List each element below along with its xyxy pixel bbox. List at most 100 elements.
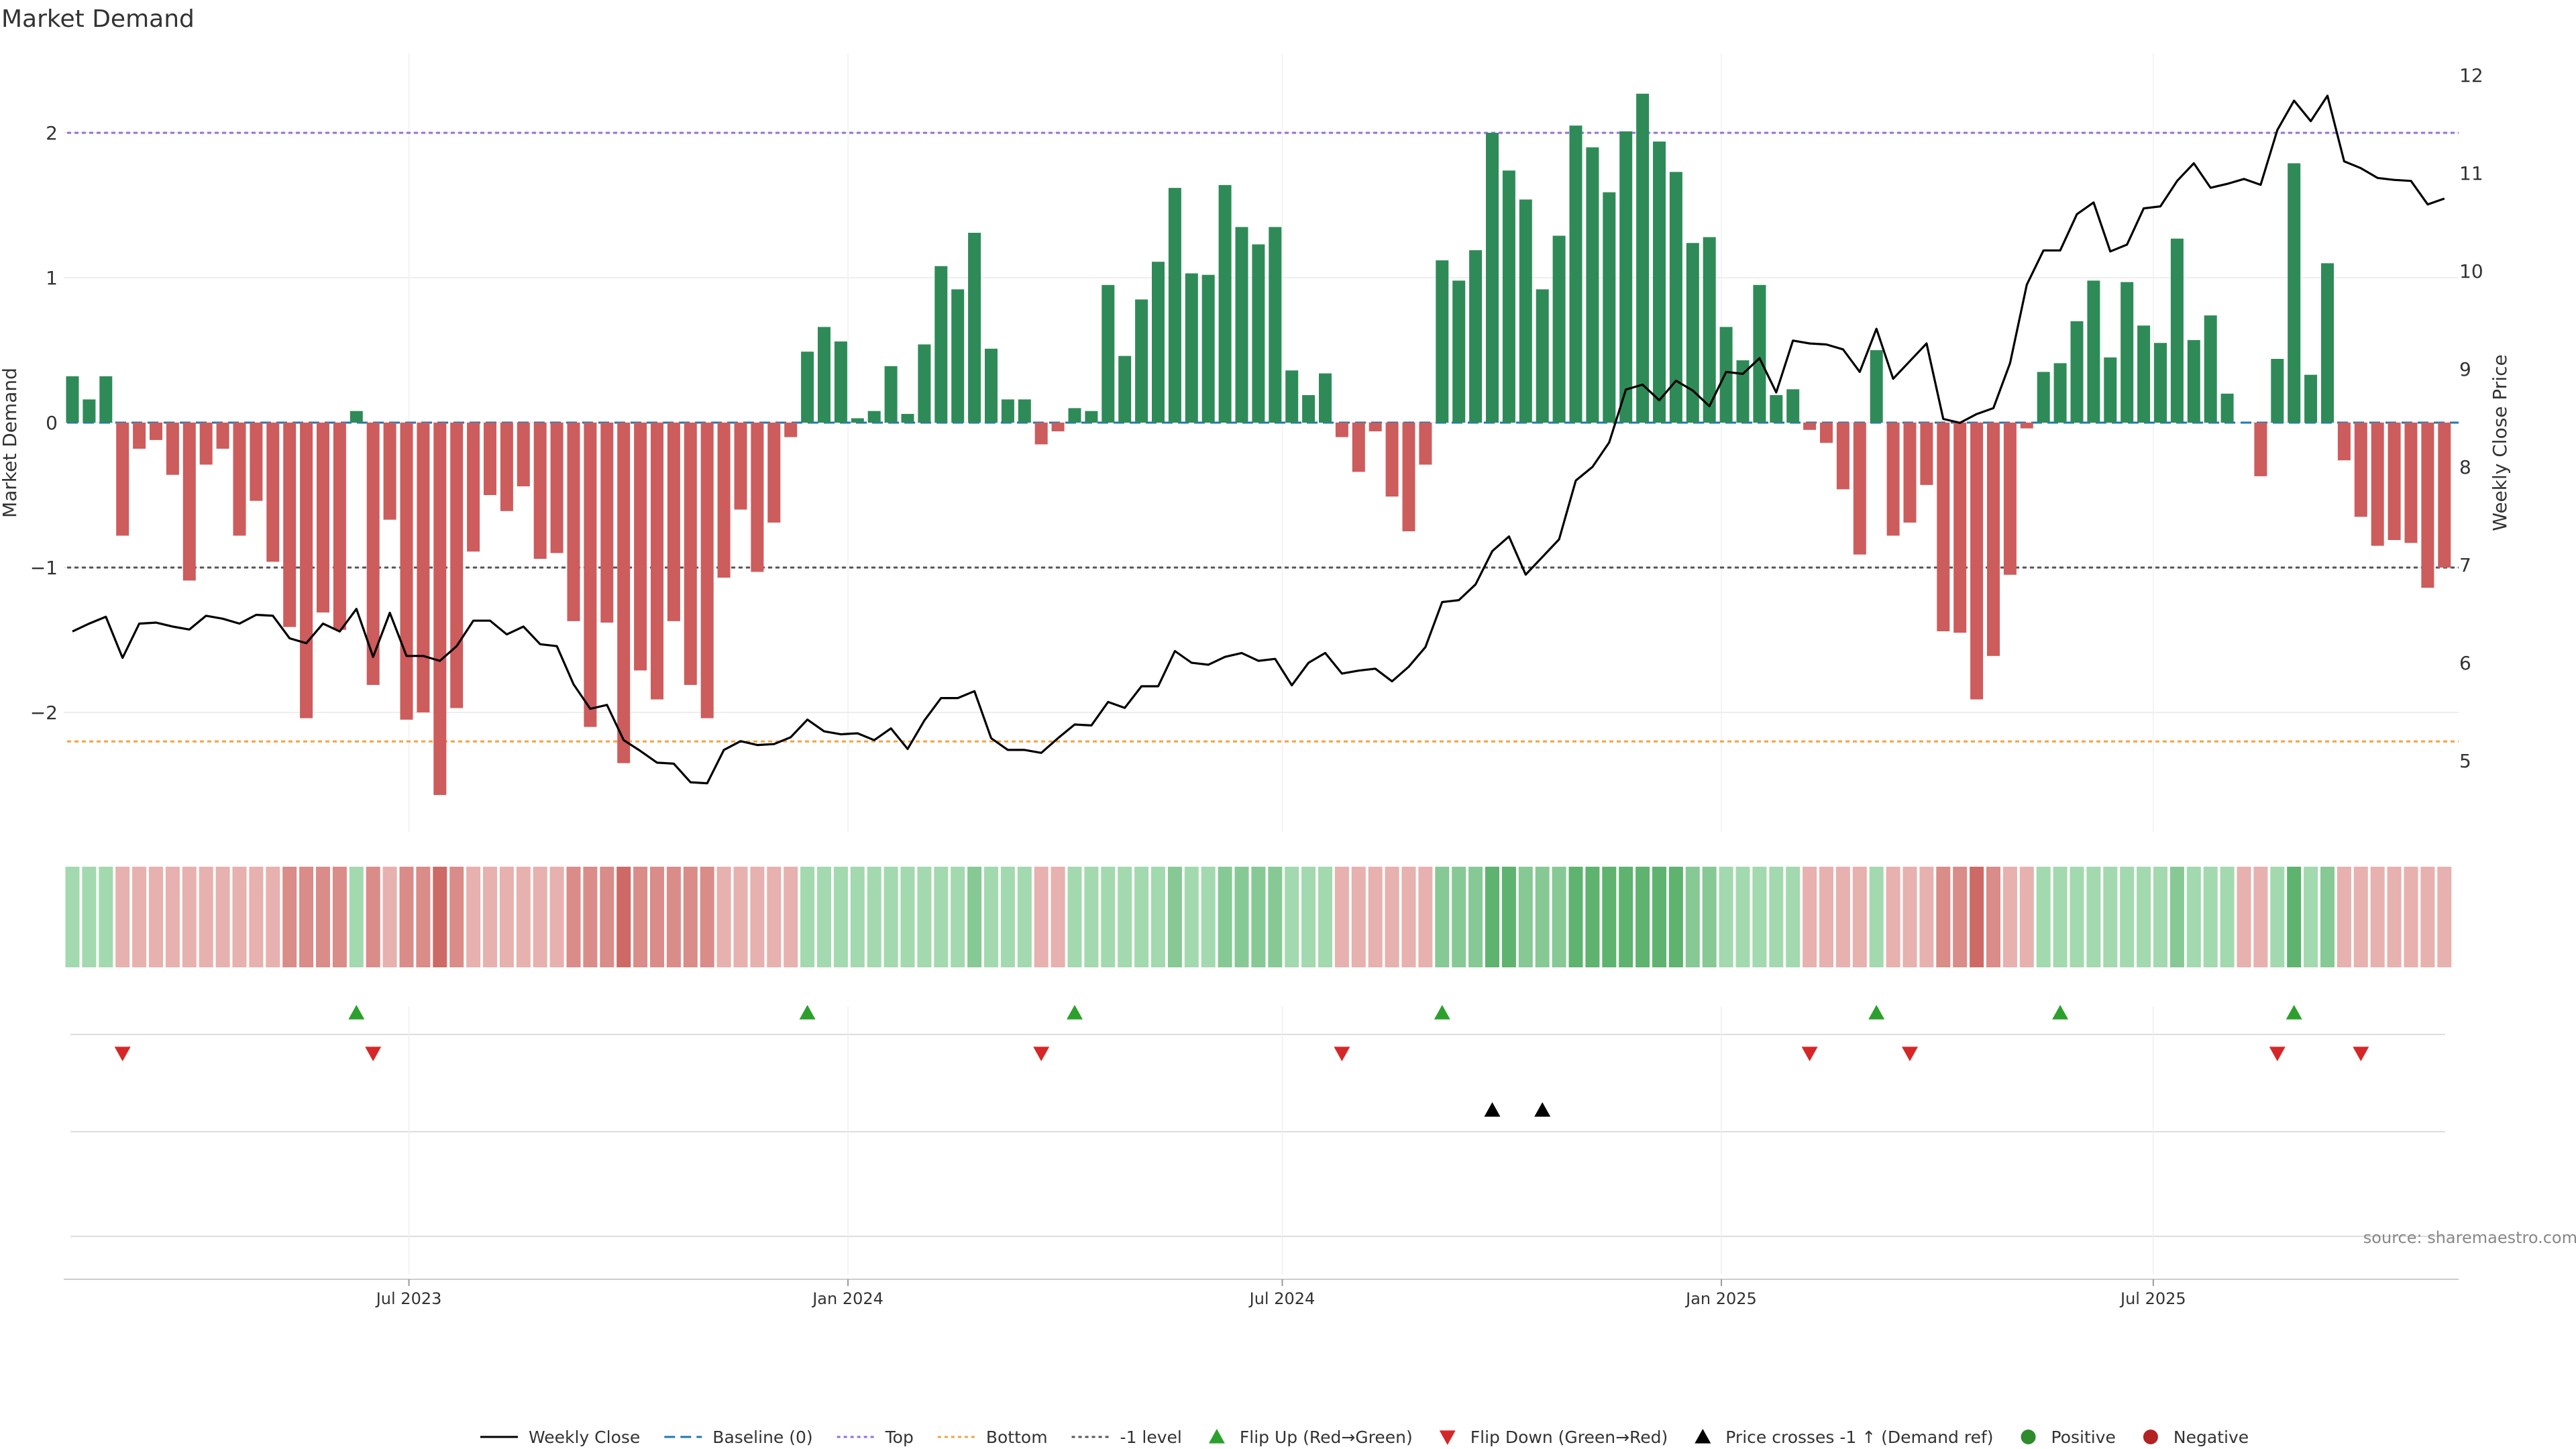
positive-demand-bar xyxy=(951,289,965,423)
positive-demand-bar xyxy=(1619,131,1633,423)
heat-cell-negative xyxy=(1936,867,1951,967)
positive-demand-bar xyxy=(99,376,113,423)
heat-cell-negative xyxy=(466,867,481,967)
heat-cell-negative xyxy=(583,867,598,967)
legend-item: Weekly Close xyxy=(480,1428,640,1447)
negative-demand-bar xyxy=(300,423,313,718)
right-tick-label: 9 xyxy=(2459,358,2471,380)
legend-swatch-flip-down xyxy=(1439,1430,1456,1445)
heat-cell-positive xyxy=(2103,867,2118,967)
positive-demand-bar xyxy=(1168,188,1181,423)
negative-demand-bar xyxy=(567,423,580,621)
heat-cell-positive xyxy=(2086,867,2101,967)
right-tick-label: 12 xyxy=(2459,64,2483,87)
legend-label: Negative xyxy=(2174,1428,2249,1447)
negative-demand-bar xyxy=(383,423,396,520)
positive-demand-bar xyxy=(1603,192,1616,423)
flip-down-marker xyxy=(1801,1046,1818,1061)
heat-cell-negative xyxy=(650,867,664,967)
legend-label: -1 level xyxy=(1120,1428,1182,1447)
positive-demand-bar xyxy=(1586,147,1599,423)
heat-cell-positive xyxy=(2053,867,2068,967)
heat-cell-positive xyxy=(1251,867,1266,967)
right-tick-label: 7 xyxy=(2459,554,2471,576)
heat-cell-positive xyxy=(867,867,881,967)
heat-cell-negative xyxy=(332,867,347,967)
heat-cell-positive xyxy=(1735,867,1750,967)
negative-demand-bar xyxy=(317,423,329,612)
negative-demand-bar xyxy=(1419,423,1432,465)
negative-demand-bar xyxy=(1953,423,1967,633)
positive-demand-bar xyxy=(1686,243,1699,423)
flip-up-marker xyxy=(1868,1005,1885,1020)
heat-cell-positive xyxy=(1000,867,1015,967)
heat-cell-negative xyxy=(683,867,698,967)
x-axis: Jul 2023 Jan 2024 Jul 2024 Jan 2025 Jul 2025 xyxy=(64,1279,2459,1308)
negative-demand-bar xyxy=(1836,423,1849,490)
positive-demand-bar xyxy=(2087,280,2100,423)
positive-demand-bar xyxy=(1201,274,1215,423)
negative-demand-bar xyxy=(1335,423,1348,437)
negative-demand-bar xyxy=(734,423,747,510)
heat-cell-positive xyxy=(1719,867,1733,967)
positive-demand-bar xyxy=(2288,163,2301,423)
negative-demand-bar xyxy=(2371,423,2384,546)
positive-demand-bar xyxy=(1636,93,1650,423)
heat-cell-negative xyxy=(1034,867,1049,967)
right-tick-label: 10 xyxy=(2459,260,2483,282)
heat-cell-positive xyxy=(2186,867,2201,967)
heat-cell-negative xyxy=(716,867,731,967)
heat-cell-positive xyxy=(1067,867,1082,967)
heat-cell-negative xyxy=(767,867,782,967)
heat-cell-negative xyxy=(249,867,264,967)
heat-cell-positive xyxy=(65,867,80,967)
negative-demand-bar xyxy=(550,423,564,553)
heat-cell-positive xyxy=(883,867,898,967)
heat-cell-positive xyxy=(2036,867,2051,967)
heat-cell-positive xyxy=(1752,867,1767,967)
heat-cell-positive xyxy=(833,867,848,967)
negative-demand-bar xyxy=(133,423,146,449)
heat-cell-negative xyxy=(1401,867,1416,967)
heat-cell-positive xyxy=(1285,867,1299,967)
heat-cell-positive xyxy=(2137,867,2151,967)
heat-cell-negative xyxy=(533,867,547,967)
legend-label: Top xyxy=(885,1428,914,1447)
negative-demand-bar xyxy=(199,423,213,465)
flip-down-marker xyxy=(365,1046,382,1061)
heat-cell-negative xyxy=(1334,867,1349,967)
heat-cell-positive xyxy=(1101,867,1116,967)
negative-demand-bar xyxy=(1970,423,1984,700)
flip-up-marker xyxy=(348,1005,365,1020)
positive-demand-bar xyxy=(1669,172,1682,423)
heat-cell-positive xyxy=(934,867,949,967)
negative-demand-bar xyxy=(216,423,229,449)
legend-item: Price crosses -1 ↑ (Demand ref) xyxy=(1695,1428,1994,1447)
heat-cell-negative xyxy=(1970,867,1984,967)
positive-demand-bar xyxy=(1486,133,1499,423)
heat-cell-negative xyxy=(449,867,464,967)
heat-cell-positive xyxy=(1151,867,1165,967)
negative-demand-bar xyxy=(717,423,731,578)
heat-cell-negative xyxy=(1852,867,1867,967)
negative-demand-bar xyxy=(233,423,246,536)
source-credit: source: sharemaestro.com xyxy=(2363,1228,2576,1247)
legend-item: Negative xyxy=(2143,1428,2249,1447)
heat-cell-positive xyxy=(900,867,915,967)
heat-cell-positive xyxy=(1218,867,1232,967)
positive-demand-bar xyxy=(2070,321,2084,423)
heat-cell-positive xyxy=(1301,867,1316,967)
heat-cell-positive xyxy=(1602,867,1617,967)
positive-demand-bar xyxy=(1452,280,1466,423)
positive-demand-bar xyxy=(1068,408,1081,423)
heat-cell-negative xyxy=(382,867,397,967)
x-tick-label: Jan 2024 xyxy=(811,1289,883,1308)
heat-cell-positive xyxy=(1869,867,1884,967)
positive-demand-bar xyxy=(2204,315,2217,423)
heat-cell-negative xyxy=(633,867,648,967)
heat-cell-positive xyxy=(1535,867,1550,967)
heat-cell-positive xyxy=(2287,867,2302,967)
flip-down-marker xyxy=(1334,1046,1350,1061)
legend-label: Price crosses -1 ↑ (Demand ref) xyxy=(1725,1428,1993,1447)
heat-cell-positive xyxy=(1234,867,1249,967)
